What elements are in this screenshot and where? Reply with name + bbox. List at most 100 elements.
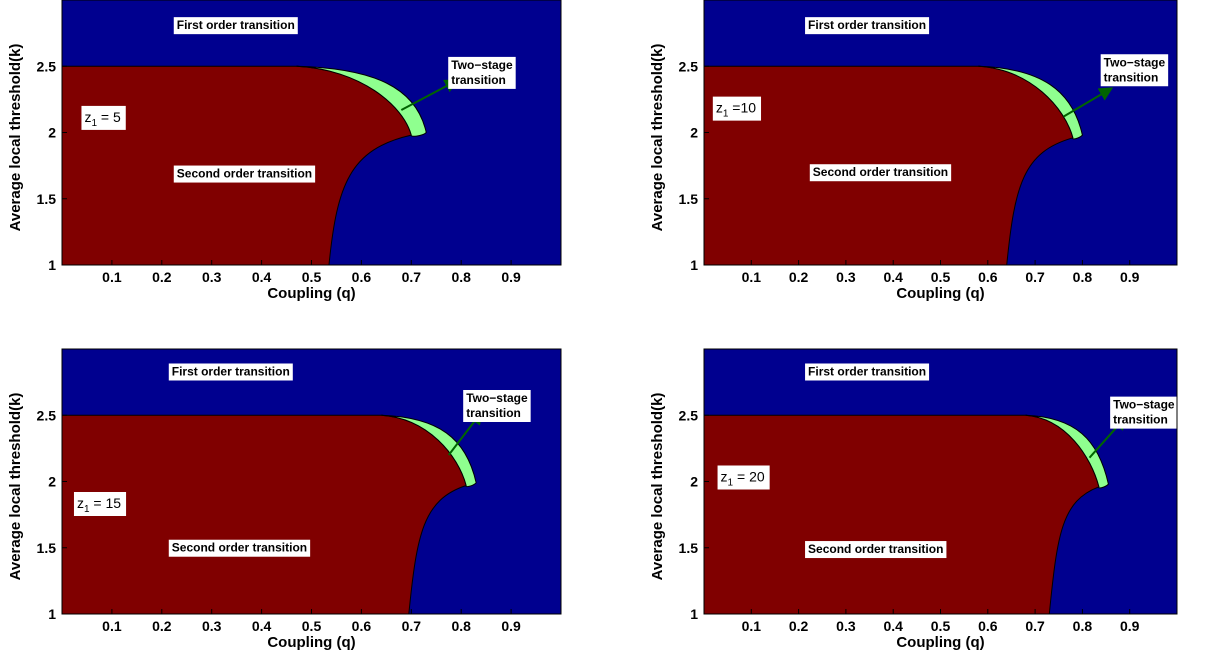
z-label-text: z1 = 15 [77, 495, 121, 515]
region-label-text: transition [466, 406, 521, 420]
plot-area: First order transition Second order trans… [62, 0, 561, 265]
chart-panel-4: First order transition Second order trans… [649, 348, 1178, 651]
y-tick-label: 1 [690, 606, 698, 622]
z-label: z1 =10 [712, 96, 762, 121]
x-tick-label: 0.5 [302, 618, 322, 634]
two-stage-arrow [400, 79, 459, 111]
x-tick-label: 0.7 [1025, 269, 1045, 285]
y-tick-label: 2 [48, 125, 56, 141]
x-tick-label: 0.9 [501, 269, 521, 285]
y-tick-label: 2.5 [679, 58, 699, 74]
y-axis-label: Average local threshold(k) [7, 393, 24, 581]
x-tick-label: 0.3 [836, 269, 856, 285]
y-axis-label: Average local threshold(k) [649, 44, 666, 232]
x-tick-label: 0.1 [742, 269, 762, 285]
x-tick-label: 0.2 [789, 618, 809, 634]
z-label: z1 = 15 [73, 492, 127, 516]
y-tick-label: 2 [690, 125, 698, 141]
y-tick-label: 2.5 [679, 407, 699, 423]
z-label-text: z1 = 20 [721, 469, 765, 489]
x-axis-label: Coupling (q) [896, 634, 984, 651]
second-order-label: Second order transition [809, 164, 952, 182]
plot-area: First order transition Second order trans… [704, 349, 1177, 614]
x-tick-label: 0.5 [302, 269, 322, 285]
x-tick-label: 0.4 [252, 269, 272, 285]
x-tick-label: 0.1 [742, 618, 762, 634]
two-stage-region [296, 65, 427, 137]
region-label-text: transition [1113, 413, 1168, 427]
x-tick-label: 0.6 [352, 269, 372, 285]
x-tick-label: 0.5 [931, 618, 951, 634]
region-label-text: First order transition [172, 365, 290, 379]
plot-area: First order transition Second order trans… [62, 349, 561, 614]
x-tick-label: 0.6 [978, 618, 998, 634]
first-order-label: First order transition [168, 363, 293, 381]
x-tick-label: 0.4 [883, 269, 903, 285]
region-label-text: Two−stage [1113, 398, 1175, 412]
chart-panel-1: First order transition Second order trans… [7, 0, 562, 302]
x-tick-label: 0.9 [1120, 618, 1140, 634]
two-stage-region [381, 414, 477, 488]
second-order-label: Second order transition [805, 541, 947, 559]
y-tick-label: 1 [48, 606, 56, 622]
two-stage-region [978, 65, 1083, 140]
chart-panel-2: First order transition Second order trans… [649, 0, 1178, 302]
x-tick-label: 0.9 [501, 618, 521, 634]
region-label-text: Two−stage [451, 58, 513, 72]
y-tick-label: 2.5 [37, 407, 57, 423]
x-tick-label: 0.3 [202, 618, 222, 634]
z-label: z1 = 5 [81, 105, 126, 130]
x-tick-label: 0.9 [1120, 269, 1140, 285]
x-tick-label: 0.3 [202, 269, 222, 285]
second-order-region [704, 414, 1100, 614]
x-axis-label: Coupling (q) [896, 285, 984, 302]
y-axis-label: Average local threshold(k) [7, 44, 24, 232]
first-order-label: First order transition [805, 17, 930, 35]
region-label-text: Second order transition [177, 167, 312, 181]
y-tick-label: 1 [690, 257, 698, 273]
x-tick-label: 0.1 [102, 618, 122, 634]
x-tick-label: 0.4 [252, 618, 272, 634]
two-stage-region [1025, 414, 1109, 489]
plot-area: First order transition Second order trans… [704, 0, 1177, 265]
x-axis-label: Coupling (q) [267, 634, 355, 651]
x-tick-label: 0.2 [789, 269, 809, 285]
x-tick-label: 0.5 [931, 269, 951, 285]
second-order-label: Second order transition [168, 539, 311, 557]
z-label-text: z1 = 5 [84, 109, 121, 129]
region-label-text: First order transition [808, 18, 926, 32]
region-label-text: Two−stage [1104, 55, 1166, 69]
y-tick-label: 1.5 [679, 191, 699, 207]
first-order-label: First order transition [173, 17, 298, 35]
x-tick-label: 0.8 [1073, 269, 1093, 285]
z-label: z1 = 20 [717, 465, 770, 490]
region-label-text: Second order transition [808, 542, 943, 556]
x-tick-label: 0.2 [152, 269, 172, 285]
x-tick-label: 0.8 [1073, 618, 1093, 634]
x-tick-label: 0.4 [883, 618, 903, 634]
y-tick-label: 2 [690, 474, 698, 490]
region-label-text: First order transition [177, 18, 295, 32]
x-tick-label: 0.8 [451, 618, 471, 634]
region-label-text: Two−stage [466, 391, 528, 405]
two-stage-arrow [1062, 87, 1114, 118]
y-tick-label: 2 [48, 474, 56, 490]
chart-panel-3: First order transition Second order trans… [7, 348, 562, 651]
x-tick-label: 0.6 [978, 269, 998, 285]
second-order-label: Second order transition [173, 165, 316, 183]
y-axis-label: Average local threshold(k) [649, 393, 666, 581]
first-order-label: First order transition [805, 363, 930, 381]
x-tick-label: 0.3 [836, 618, 856, 634]
x-tick-label: 0.7 [402, 618, 422, 634]
y-tick-label: 2.5 [37, 58, 57, 74]
region-label-text: Second order transition [172, 541, 307, 555]
region-label-text: transition [451, 73, 506, 87]
x-tick-label: 0.8 [451, 269, 471, 285]
region-label-text: Second order transition [813, 165, 948, 179]
z-label-text: z1 =10 [716, 100, 756, 120]
